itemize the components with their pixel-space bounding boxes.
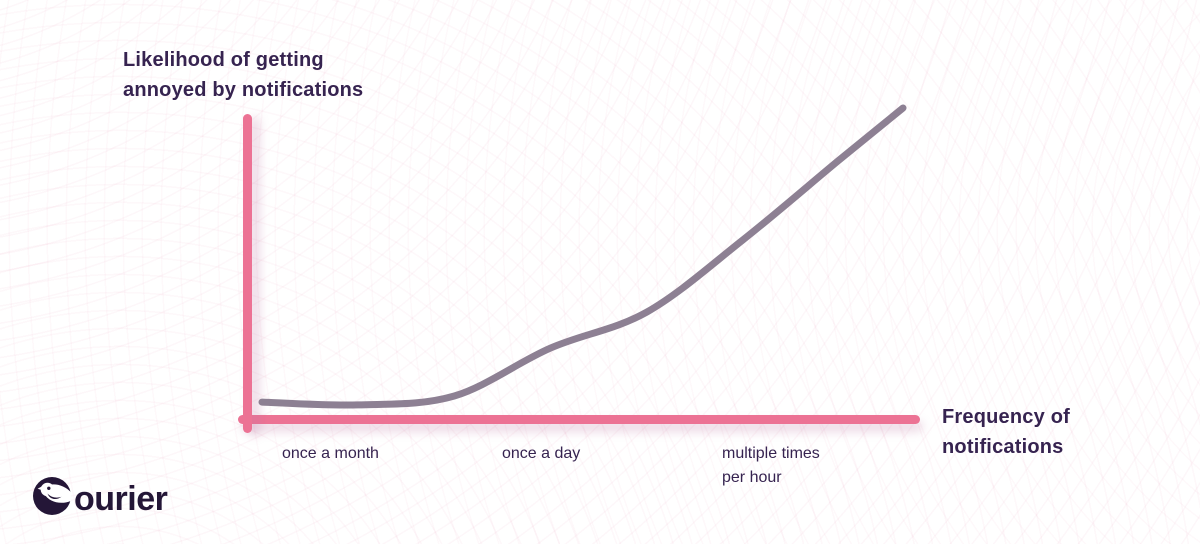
tick-once-a-month: once a month [282, 445, 379, 462]
courier-wordmark: ourier [74, 480, 168, 518]
x-axis-label-line1: Frequency of [942, 406, 1070, 428]
tick-multiple-times-per-hour: multiple times per hour [722, 445, 820, 486]
x-axis-label: Frequency of notifications [942, 402, 1070, 462]
y-axis-label: Likelihood of getting annoyed by notific… [123, 45, 363, 105]
annoyance-curve-path [258, 104, 907, 409]
y-axis-label-line2: annoyed by notifications [123, 79, 364, 101]
y-axis-label-line1: Likelihood of getting [123, 49, 324, 71]
y-axis-line [243, 114, 252, 433]
x-axis-line [238, 415, 920, 424]
tick-once-a-day: once a day [502, 445, 581, 462]
courier-logo: ourier [33, 476, 168, 518]
x-axis-label-line2: notifications [942, 436, 1064, 458]
courier-bird-icon [33, 476, 71, 515]
